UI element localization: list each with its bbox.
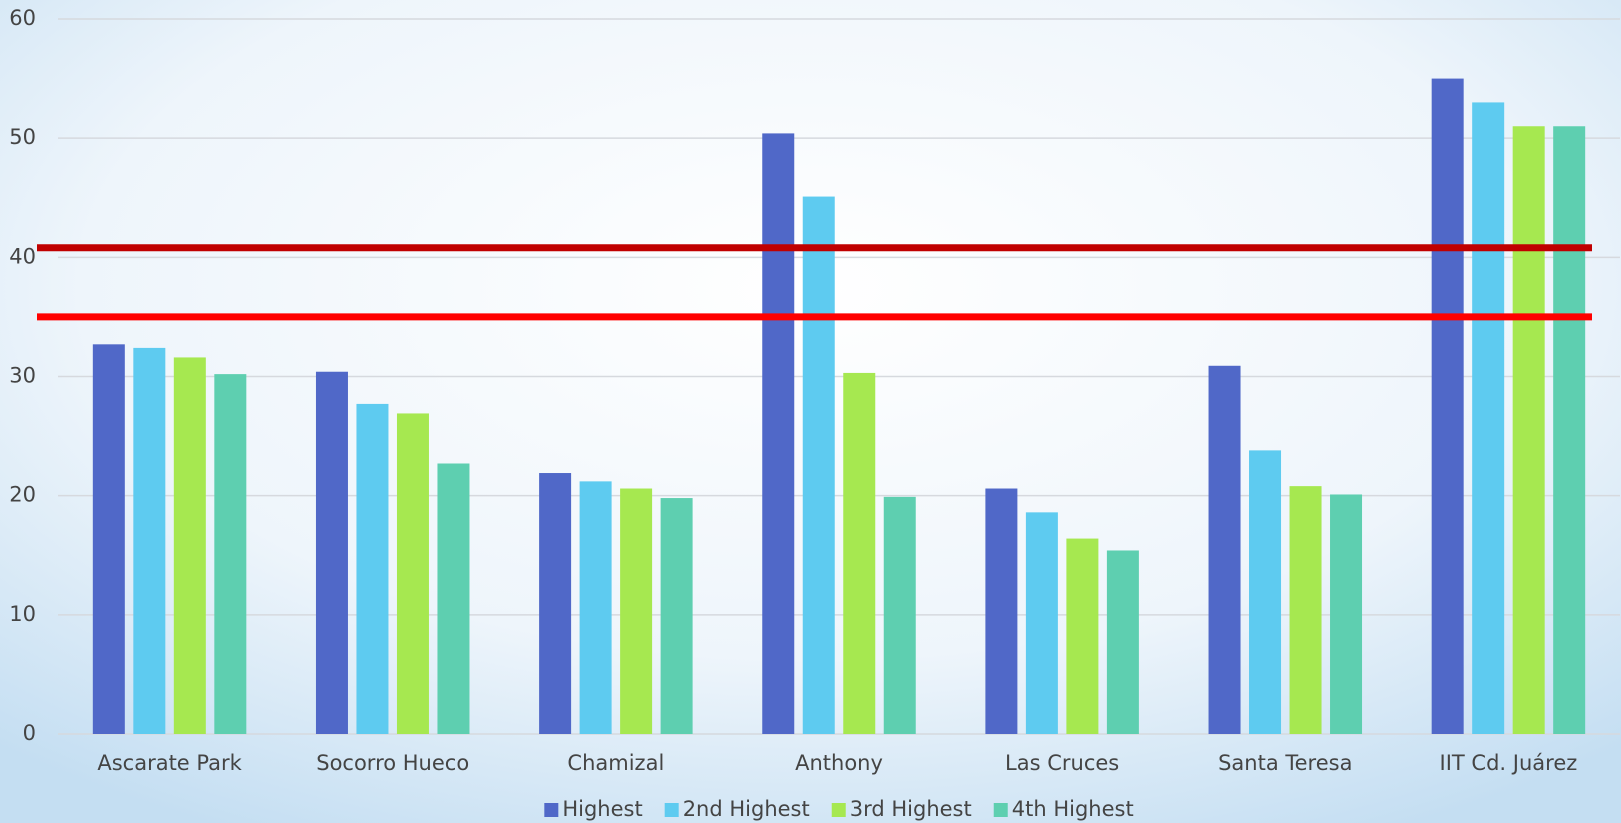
legend-label: 3rd Highest — [850, 797, 972, 821]
legend-swatch — [993, 803, 1008, 817]
bar — [579, 481, 612, 734]
bar — [173, 357, 206, 734]
bar — [1330, 494, 1363, 734]
bar — [1472, 102, 1505, 734]
bar — [1512, 126, 1545, 734]
bar — [437, 463, 470, 734]
bar — [1553, 126, 1586, 734]
bar — [843, 372, 876, 734]
bar — [1025, 512, 1058, 734]
legend-swatch — [831, 803, 846, 817]
x-tick-label: Santa Teresa — [1218, 751, 1352, 775]
bar — [315, 371, 348, 734]
bar — [214, 374, 247, 734]
bar — [802, 196, 835, 734]
bar — [133, 347, 166, 734]
y-tick-label: 50 — [9, 125, 36, 149]
x-tick-label: Anthony — [795, 751, 883, 775]
x-tick-label: Socorro Hueco — [316, 751, 469, 775]
bar — [1106, 550, 1139, 734]
legend: Highest 2nd Highest 3rd Highest 4th Highest — [544, 797, 1134, 821]
bar — [356, 403, 389, 734]
bar — [620, 488, 653, 734]
legend-label: 2nd Highest — [683, 797, 810, 821]
bar — [539, 473, 572, 734]
bar — [1066, 538, 1099, 734]
x-tick-label: Chamizal — [567, 751, 664, 775]
bar — [985, 488, 1018, 734]
bar — [396, 413, 429, 734]
y-tick-label: 10 — [9, 602, 36, 626]
y-tick-label: 30 — [9, 364, 36, 388]
bar — [660, 498, 693, 734]
x-tick-label: Las Cruces — [1005, 751, 1119, 775]
bar — [92, 344, 125, 734]
x-tick-label: IIT Cd. Juárez — [1440, 751, 1578, 775]
x-tick-label: Ascarate Park — [97, 751, 242, 775]
y-tick-label: 60 — [9, 6, 36, 30]
legend-label: 4th Highest — [1012, 797, 1134, 821]
bar — [762, 133, 795, 734]
legend-swatch — [544, 803, 559, 817]
y-tick-label: 20 — [9, 483, 36, 507]
y-tick-label: 40 — [9, 244, 36, 268]
bar — [1289, 486, 1322, 734]
y-tick-label: 0 — [23, 721, 36, 745]
bar — [1249, 450, 1282, 734]
legend-label: Highest — [562, 797, 642, 821]
bar — [883, 496, 916, 734]
legend-swatch — [664, 803, 679, 817]
bar — [1431, 78, 1464, 735]
bar — [1208, 365, 1241, 734]
